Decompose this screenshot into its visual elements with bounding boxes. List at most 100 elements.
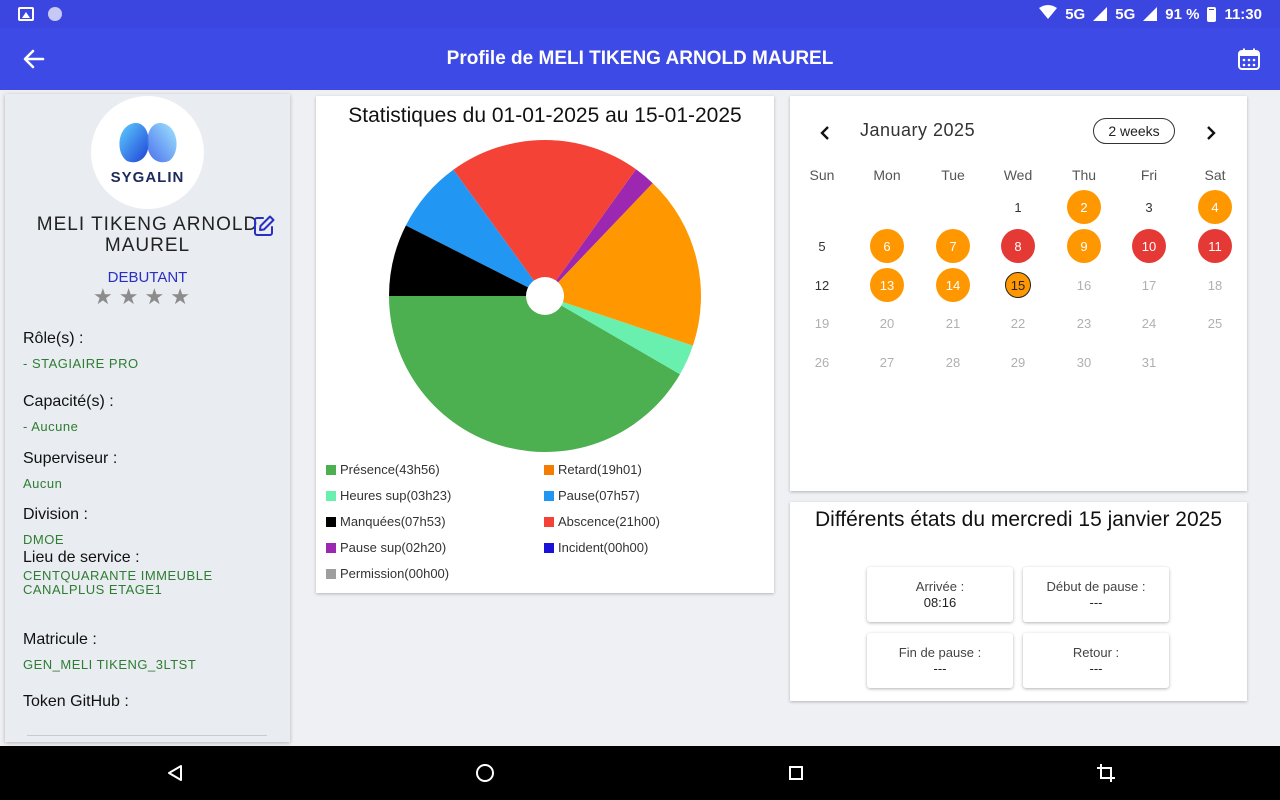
calendar-day[interactable]: 24 [1141, 315, 1157, 331]
previous-month-button[interactable] [810, 118, 840, 148]
matricule-value: GEN_MELI TIKENG_3LTST [23, 657, 197, 672]
chevron-right-icon [1207, 126, 1216, 140]
nav-rotate-icon [1097, 764, 1115, 782]
legend-swatch [326, 516, 336, 527]
capacities-label: Capacité(s) : [23, 393, 114, 410]
legend-swatch [326, 464, 336, 475]
state-label: Arrivée : [915, 579, 965, 594]
state-value: --- [933, 661, 947, 676]
legend-item: Incident(00h00) [544, 540, 648, 555]
state-arrival: Arrivée : 08:16 [867, 567, 1013, 622]
calendar-icon [1238, 48, 1260, 70]
calendar-day[interactable]: 16 [1076, 277, 1092, 293]
calendar-day[interactable]: 9 [1067, 229, 1101, 263]
calendar-day[interactable]: 25 [1207, 315, 1223, 331]
calendar-day[interactable]: 8 [1001, 229, 1035, 263]
chevron-left-icon [820, 126, 829, 140]
calendar-day[interactable]: 7 [936, 229, 970, 263]
weekday-label: Sun [809, 167, 835, 183]
calendar-day[interactable]: 22 [1010, 315, 1026, 331]
logo-mark-icon [118, 122, 177, 163]
calendar-day[interactable]: 4 [1198, 190, 1232, 224]
weekday-label: Fri [1140, 167, 1158, 183]
calendar-day[interactable]: 29 [1010, 354, 1026, 370]
calendar-day[interactable]: 27 [879, 354, 895, 370]
calendar-day[interactable]: 31 [1141, 354, 1157, 370]
calendar-day[interactable]: 23 [1076, 315, 1092, 331]
calendar-day[interactable]: 14 [936, 268, 970, 302]
next-month-button[interactable] [1196, 118, 1226, 148]
legend-swatch [326, 542, 336, 553]
calendar-card: January 2025 2 weeks Sun Mon Tue Wed Thu Fri S… [790, 96, 1247, 491]
calendar-day[interactable]: 21 [945, 315, 961, 331]
supervisor-label: Superviseur : [23, 450, 118, 467]
legend-label: Permission(00h00) [340, 566, 450, 581]
calendar-day[interactable]: 13 [870, 268, 904, 302]
status-bar: 5G 5G 91 % 11:30 [0, 0, 1280, 28]
arrow-left-icon [23, 49, 45, 69]
state-value: --- [1089, 595, 1103, 610]
weekday-label: Thu [1071, 167, 1097, 183]
pie-slice [389, 225, 545, 296]
legend-item: Pause sup(02h20) [326, 540, 446, 555]
nav-rotate-button[interactable] [1091, 758, 1121, 788]
legend-swatch [544, 516, 554, 527]
nav-recents-button[interactable] [781, 758, 811, 788]
calendar-day[interactable]: 17 [1141, 277, 1157, 293]
capacities-value: - Aucune [23, 419, 79, 434]
calendar-day[interactable]: 20 [879, 315, 895, 331]
weekday-label: Mon [873, 167, 901, 183]
nav-recents-icon [789, 766, 803, 780]
division-value: DMOE [23, 532, 64, 547]
rating-stars: ★ ★ ★ ★ [93, 286, 190, 310]
states-card: Différents états du mercredi 15 janvier … [790, 502, 1247, 701]
calendar-day[interactable]: 1 [1014, 199, 1022, 215]
state-value: 08:16 [923, 595, 957, 610]
calendar-day[interactable]: 12 [814, 277, 830, 293]
app-notification-icon [48, 7, 62, 21]
legend-label: Manquées(07h53) [340, 514, 446, 529]
star-icon: ★ [118, 285, 139, 310]
weekday-label: Wed [1003, 167, 1033, 183]
calendar-day[interactable]: 10 [1132, 229, 1166, 263]
calendar-day[interactable]: 15 [1005, 272, 1031, 298]
service-label: Lieu de service : [23, 549, 140, 566]
signal-icon [1093, 7, 1108, 21]
nav-home-icon [476, 764, 494, 782]
calendar-day[interactable]: 11 [1198, 229, 1232, 263]
statistics-card: Statistiques du 01-01-2025 au 15-01-2025… [316, 96, 774, 593]
legend-label: Présence(43h56) [340, 462, 440, 477]
legend-item: Permission(00h00) [326, 566, 449, 581]
network-type-2: 5G [1115, 5, 1136, 23]
calendar-day[interactable]: 5 [818, 238, 826, 254]
legend-item: Manquées(07h53) [326, 514, 446, 529]
app-bar: Profile de MELI TIKENG ARNOLD MAUREL [0, 28, 1280, 90]
calendar-day[interactable]: 19 [814, 315, 830, 331]
pie-slice [405, 169, 545, 296]
calendar-day[interactable]: 26 [814, 354, 830, 370]
calendar-format-button[interactable]: 2 weeks [1093, 118, 1175, 144]
legend-label: Retard(19h01) [558, 462, 642, 477]
calendar-day[interactable]: 28 [945, 354, 961, 370]
calendar-day[interactable]: 3 [1145, 199, 1153, 215]
calendar-day[interactable]: 2 [1067, 190, 1101, 224]
legend-label: Pause(07h57) [558, 488, 640, 503]
edit-profile-button[interactable] [252, 214, 276, 238]
signal-icon-2 [1143, 7, 1158, 21]
calendar-button[interactable] [1234, 44, 1264, 74]
roles-value: - STAGIAIRE PRO [23, 356, 139, 371]
pie-slice [389, 296, 680, 453]
state-label: Début de pause : [1046, 579, 1146, 594]
matricule-label: Matricule : [23, 631, 97, 648]
image-notification-icon [18, 7, 34, 21]
calendar-day[interactable]: 30 [1076, 354, 1092, 370]
nav-back-button[interactable] [160, 758, 190, 788]
nav-home-button[interactable] [470, 758, 500, 788]
calendar-day[interactable]: 18 [1207, 277, 1223, 293]
legend-item: Retard(19h01) [544, 462, 642, 477]
logo-text: SYGALIN [110, 169, 185, 186]
network-type: 5G [1065, 5, 1086, 23]
back-button[interactable] [18, 43, 50, 75]
battery-icon [1207, 6, 1217, 22]
calendar-day[interactable]: 6 [870, 229, 904, 263]
